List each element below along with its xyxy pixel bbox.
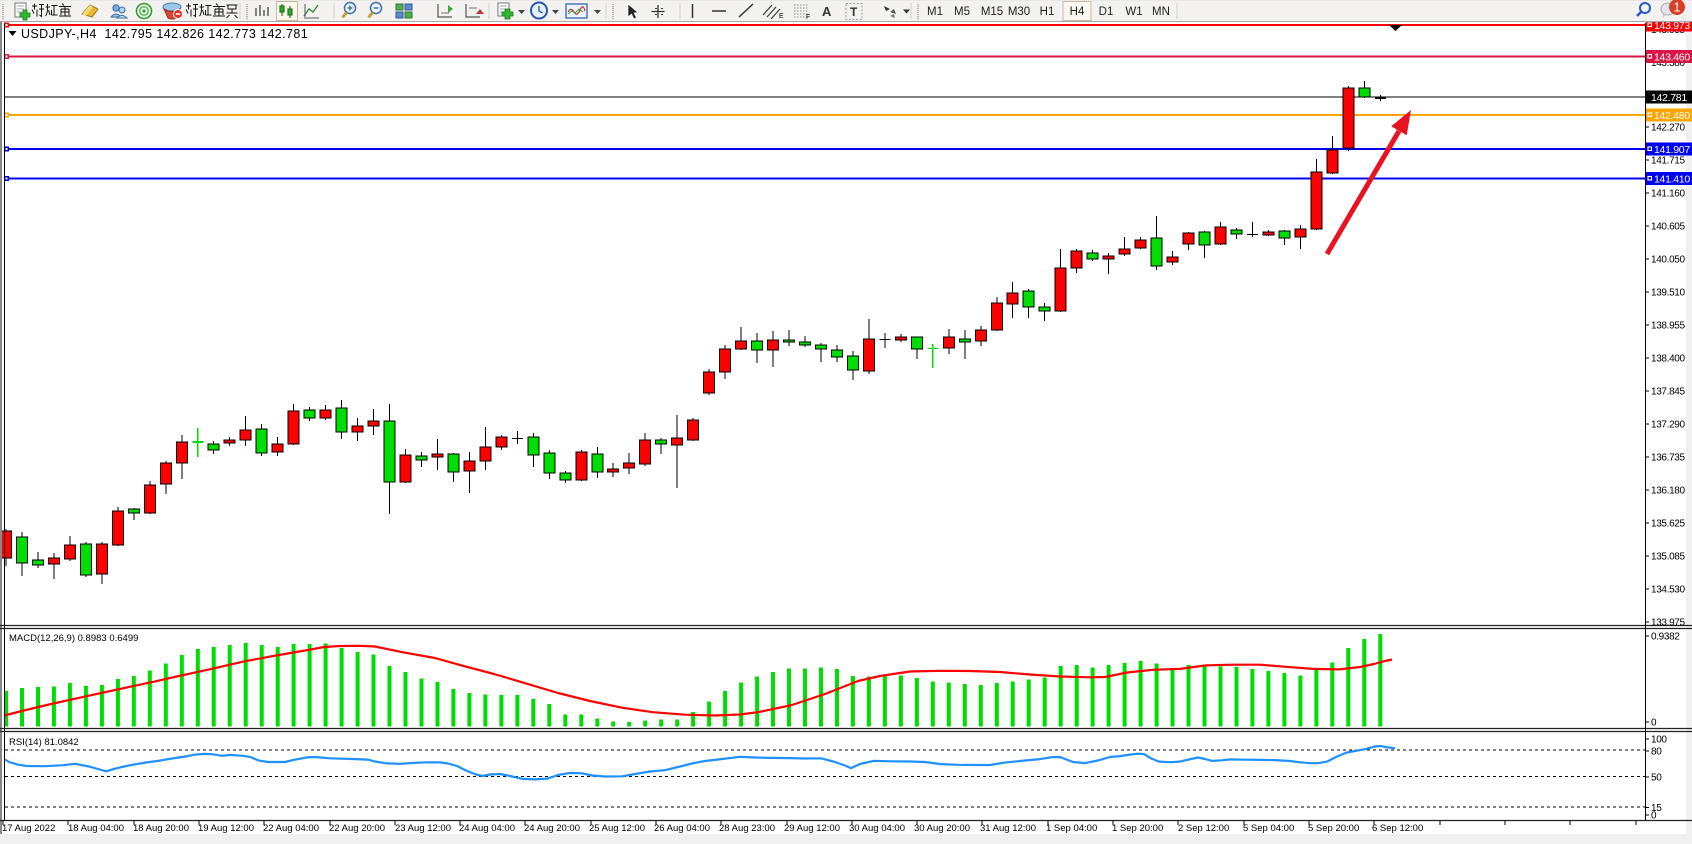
svg-text:H1: H1 (1040, 6, 1055, 18)
svg-text:138.955: 138.955 (1651, 321, 1685, 332)
svg-text:26 Aug 04:00: 26 Aug 04:00 (654, 823, 710, 834)
svg-text:25 Aug 12:00: 25 Aug 12:00 (589, 823, 645, 834)
svg-text:W1: W1 (1125, 6, 1142, 18)
svg-text:19 Aug 12:00: 19 Aug 12:00 (198, 823, 254, 834)
svg-text:28 Aug 23:00: 28 Aug 23:00 (719, 823, 775, 834)
svg-text:140.605: 140.605 (1651, 222, 1685, 233)
svg-text:MACD(12,26,9) 0.8983 0.6499: MACD(12,26,9) 0.8983 0.6499 (9, 633, 138, 644)
svg-text:5 Sep 20:00: 5 Sep 20:00 (1308, 823, 1359, 834)
svg-text:M30: M30 (1008, 6, 1030, 18)
svg-text:E: E (779, 13, 784, 20)
svg-text:141.907: 141.907 (1654, 144, 1690, 156)
svg-text:140.050: 140.050 (1651, 255, 1685, 266)
svg-text:6 Sep 12:00: 6 Sep 12:00 (1372, 823, 1423, 834)
svg-text:22 Aug 20:00: 22 Aug 20:00 (329, 823, 385, 834)
svg-text:T: T (850, 5, 858, 19)
svg-text:137.845: 137.845 (1651, 387, 1685, 398)
svg-text:17 Aug 2022: 17 Aug 2022 (2, 823, 55, 834)
svg-text:135.625: 135.625 (1651, 519, 1685, 530)
svg-text:142.480: 142.480 (1654, 110, 1690, 122)
svg-text:30 Aug 04:00: 30 Aug 04:00 (849, 823, 905, 834)
svg-text:1 Sep 04:00: 1 Sep 04:00 (1046, 823, 1097, 834)
svg-text:141.410: 141.410 (1654, 174, 1690, 186)
svg-text:M5: M5 (954, 6, 970, 18)
svg-text:141.160: 141.160 (1651, 189, 1685, 200)
svg-text:135.085: 135.085 (1651, 552, 1685, 563)
svg-text:H4: H4 (1070, 6, 1085, 18)
svg-text:F: F (806, 14, 810, 21)
svg-text:24 Aug 04:00: 24 Aug 04:00 (459, 823, 515, 834)
svg-text:5 Sep 04:00: 5 Sep 04:00 (1243, 823, 1294, 834)
svg-text:137.290: 137.290 (1651, 420, 1685, 431)
svg-text:MN: MN (1152, 6, 1170, 18)
svg-text:100: 100 (1651, 735, 1667, 746)
svg-text:133.975: 133.975 (1651, 618, 1685, 629)
svg-text:D1: D1 (1099, 6, 1114, 18)
svg-text:15: 15 (1651, 803, 1662, 814)
svg-text:29 Aug 12:00: 29 Aug 12:00 (784, 823, 840, 834)
svg-text:18 Aug 04:00: 18 Aug 04:00 (68, 823, 124, 834)
svg-text:143.973: 143.973 (1654, 20, 1690, 32)
svg-text:30 Aug 20:00: 30 Aug 20:00 (914, 823, 970, 834)
svg-text:0.9382: 0.9382 (1651, 632, 1680, 643)
svg-text:138.400: 138.400 (1651, 354, 1685, 365)
svg-text:18 Aug 20:00: 18 Aug 20:00 (133, 823, 189, 834)
svg-text:136.735: 136.735 (1651, 453, 1685, 464)
svg-text:50: 50 (1651, 773, 1662, 784)
svg-text:0: 0 (1651, 811, 1657, 822)
svg-text:1 Sep 20:00: 1 Sep 20:00 (1112, 823, 1163, 834)
svg-text:139.510: 139.510 (1651, 288, 1685, 299)
svg-text:USDJPY-,H4 142.795 142.826 14: USDJPY-,H4 142.795 142.826 142.773 142.7… (21, 27, 308, 41)
svg-text:136.180: 136.180 (1651, 486, 1685, 497)
svg-text:141.715: 141.715 (1651, 156, 1685, 167)
svg-text:RSI(14) 81.0842: RSI(14) 81.0842 (9, 737, 79, 748)
svg-text:80: 80 (1651, 747, 1662, 758)
svg-text:134.530: 134.530 (1651, 585, 1685, 596)
svg-text:M1: M1 (927, 6, 943, 18)
svg-text:142.781: 142.781 (1651, 92, 1687, 104)
svg-text:143.380: 143.380 (1651, 58, 1685, 69)
svg-text:0: 0 (1651, 718, 1657, 729)
svg-text:24 Aug 20:00: 24 Aug 20:00 (524, 823, 580, 834)
svg-text:1: 1 (1674, 1, 1681, 15)
svg-text:31 Aug 12:00: 31 Aug 12:00 (980, 823, 1036, 834)
svg-text:M15: M15 (981, 6, 1003, 18)
svg-text:23 Aug 12:00: 23 Aug 12:00 (395, 823, 451, 834)
svg-text:2 Sep 12:00: 2 Sep 12:00 (1178, 823, 1229, 834)
svg-text:22 Aug 04:00: 22 Aug 04:00 (263, 823, 319, 834)
svg-text:142.270: 142.270 (1651, 123, 1685, 134)
svg-text:A: A (822, 4, 832, 19)
svg-text:143.460: 143.460 (1654, 52, 1690, 64)
